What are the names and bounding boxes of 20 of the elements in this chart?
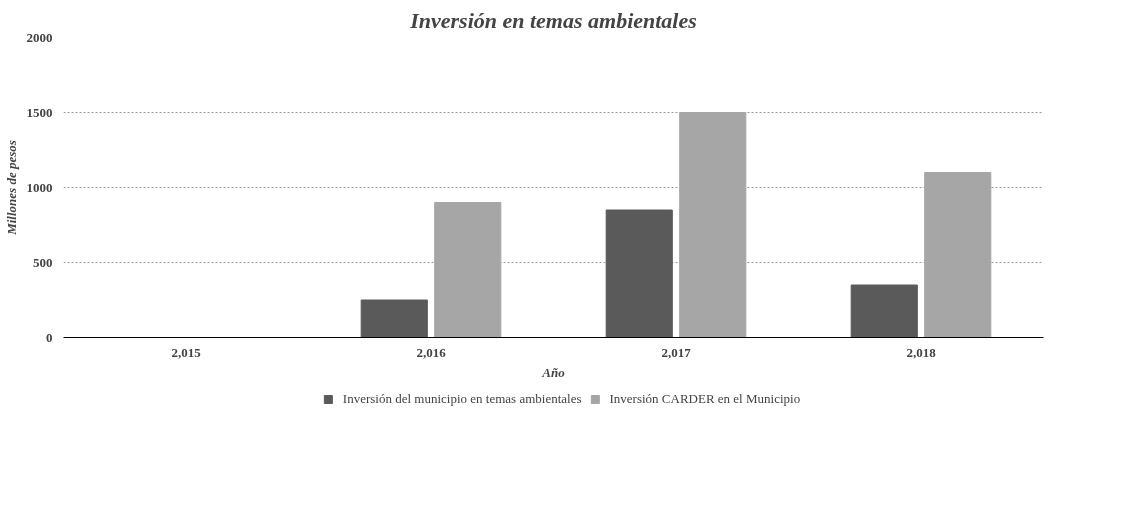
bar xyxy=(360,299,428,338)
x-tick-label: 2,016 xyxy=(416,344,447,360)
x-axis-title: Año xyxy=(541,364,566,380)
chart-title: Inversión en temas ambientales xyxy=(409,7,697,33)
y-tick-label: 1000 xyxy=(26,179,53,195)
y-tick-label: 500 xyxy=(33,254,53,270)
legend-label: Inversión del municipio en temas ambientales xyxy=(342,391,582,407)
y-axis-title: Millones de pesos xyxy=(3,140,19,236)
bar xyxy=(605,209,673,338)
bar xyxy=(434,202,502,338)
y-tick-label: 2000 xyxy=(26,29,53,45)
x-tick-label: 2,018 xyxy=(906,344,937,360)
bar xyxy=(679,112,747,338)
bar xyxy=(924,172,992,338)
x-tick-label: 2,015 xyxy=(171,344,202,360)
y-tick-label: 0 xyxy=(46,329,53,345)
y-tick-label: 1500 xyxy=(26,104,53,120)
legend-label: Inversión CARDER en el Municipio xyxy=(609,391,801,407)
x-tick-label: 2,017 xyxy=(661,344,692,360)
bar xyxy=(850,284,918,338)
